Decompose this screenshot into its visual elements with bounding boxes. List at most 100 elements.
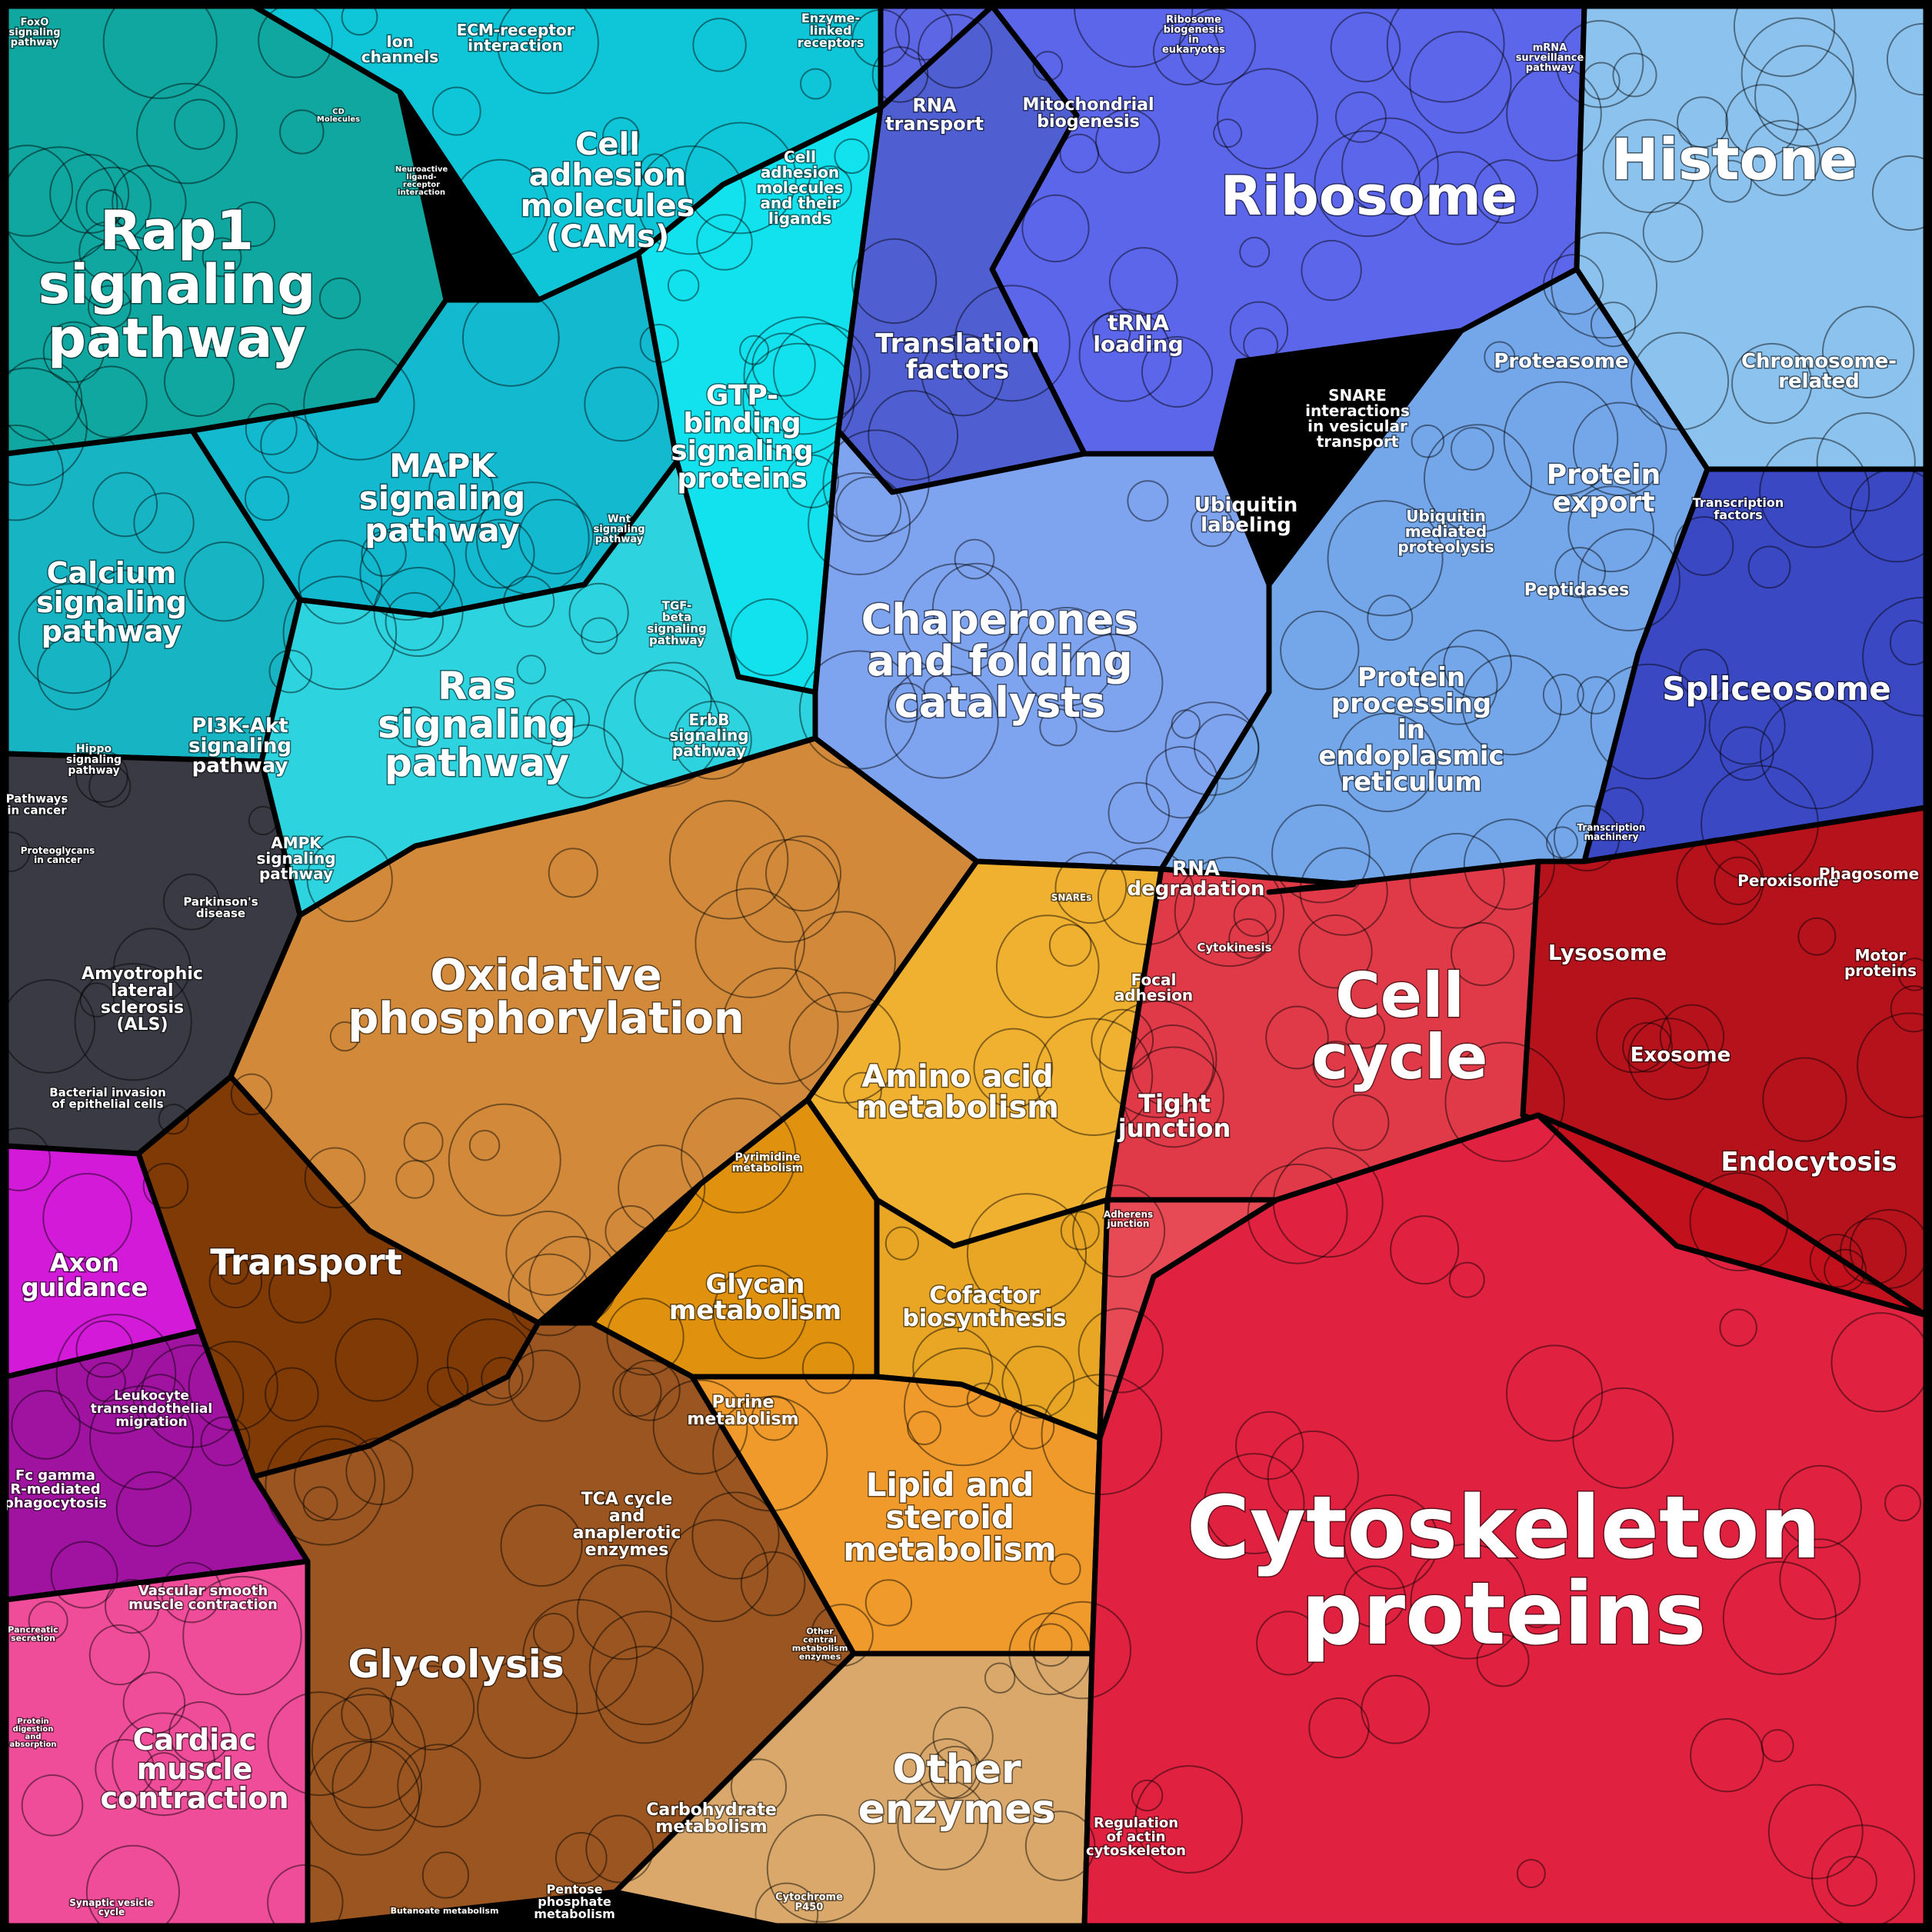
subregion-cell	[1553, 804, 1621, 872]
label-axon: Axon guidance	[22, 1248, 148, 1302]
label-leukocyte: Leukocyte transendothelial migration	[91, 1388, 212, 1430]
subregion-cell	[1809, 1234, 1864, 1288]
subregion-cell	[1028, 1623, 1073, 1667]
subregion-cell	[1410, 1543, 1527, 1660]
subregion-cell	[1008, 1612, 1092, 1696]
label-line: processing	[1331, 688, 1491, 719]
subregion-cell	[403, 1121, 444, 1162]
label-line: metabolism	[655, 1817, 767, 1837]
label-line: in vesicular	[1307, 417, 1407, 435]
subregion-cell	[1048, 924, 1092, 967]
subregion-cell	[1872, 155, 1932, 232]
subregion-cell	[136, 82, 238, 185]
label-line: TCA cycle	[581, 1490, 673, 1509]
subregion-cell	[279, 109, 325, 155]
subregion-cell	[496, 0, 599, 95]
subregion-cell	[568, 582, 629, 643]
label-line: factors	[1714, 508, 1762, 522]
label-adherens: Adherens junction	[1104, 1209, 1153, 1229]
subregion-cell	[766, 1814, 875, 1923]
label-line: metabolism	[687, 1410, 798, 1429]
subregion-cell	[0, 367, 88, 486]
label-line: related	[1778, 370, 1860, 393]
subregion-cell	[1390, 1215, 1460, 1285]
subregion-cell	[1164, 701, 1260, 796]
subregion-cell	[772, 322, 871, 421]
subregion-cell	[1824, 1248, 1867, 1292]
subregion-cell	[1890, 985, 1932, 1033]
subregion-cell	[1064, 633, 1164, 733]
label-line: absorption	[9, 1740, 56, 1749]
subregion-cell	[764, 835, 842, 912]
label-line: of actin	[1107, 1829, 1166, 1845]
subregion-cell	[1423, 424, 1533, 533]
label-line: pathway	[11, 37, 59, 48]
subregion-cell	[86, 1362, 126, 1402]
subregion-cell	[1097, 847, 1196, 946]
label-line: and	[25, 1733, 41, 1741]
label-pi3k: PI3K-Akt signaling pathway	[188, 715, 291, 778]
subregion-cell	[200, 1416, 251, 1467]
label-snare: SNARE interactions in vesicular transport	[1305, 386, 1410, 451]
label-line: Butanoate metabolism	[391, 1906, 499, 1916]
subregion-cell	[1411, 151, 1505, 245]
subregion-cell	[105, 1578, 160, 1634]
label-als: Amyotrophic lateral sclerosis (ALS)	[82, 964, 203, 1034]
subregion-cell	[394, 706, 435, 748]
label-chaperones: Chaperones and folding catalysts	[861, 595, 1139, 727]
label-line: RNA	[1172, 858, 1220, 881]
subregion-cell	[465, 518, 535, 589]
subregion-cell	[477, 1657, 578, 1760]
label-transcription-machinery: Transcription machinery	[1577, 822, 1646, 842]
subregion-cell	[89, 1385, 195, 1491]
subregion-cell	[953, 285, 1071, 402]
subregion-cell	[618, 1144, 706, 1233]
subregion-cell	[461, 289, 560, 387]
label-line: molecules	[521, 188, 695, 224]
subregion-cell	[1690, 1717, 1764, 1793]
label-cd-molecules: CD Molecules	[317, 108, 360, 124]
subregion-cell	[1127, 480, 1169, 522]
subregion-cell	[28, 1601, 68, 1641]
subregion-cell	[1505, 1344, 1604, 1442]
subregion-cell	[1840, 1217, 1907, 1285]
label-foxo: FoxO signaling pathway	[9, 17, 61, 48]
label-line: Ubiquitin	[1194, 494, 1298, 517]
subregion-cell	[76, 242, 144, 310]
subregion-cell	[1797, 917, 1837, 956]
subregion-cell	[696, 214, 753, 271]
subregion-cell	[1826, 1855, 1877, 1907]
label-line: reticulum	[1341, 767, 1481, 798]
subregion-cell	[602, 117, 640, 155]
subregion-cell	[928, 1745, 982, 1800]
label-line: enzymes	[585, 1541, 669, 1560]
subregion-cell	[1108, 781, 1171, 844]
subregion-cell	[884, 1226, 919, 1261]
label-line: interactions	[1305, 401, 1410, 420]
subregion-cell	[1590, 301, 1637, 348]
subregion-cell	[1337, 712, 1437, 813]
label-line: RNA	[912, 95, 957, 116]
label-line: Cytokinesis	[1197, 941, 1271, 954]
subregion-cell	[260, 415, 318, 474]
subregion-cell	[884, 665, 999, 779]
subregion-cell	[95, 1739, 155, 1799]
label-calcium: Calcium signaling pathway	[36, 556, 187, 648]
subregion-cell	[1555, 20, 1644, 108]
subregion-cell	[1659, 1004, 1725, 1069]
subregion-cell	[1857, 1012, 1932, 1119]
subregion-cell	[636, 145, 746, 255]
subregion-cell	[1572, 401, 1667, 497]
label-line: export	[1552, 487, 1654, 518]
label-ecm: ECM-receptor interaction	[457, 21, 575, 55]
label-line: Glycolysis	[348, 1642, 564, 1687]
label-line: and	[609, 1507, 645, 1526]
label-line: Cell	[1335, 960, 1464, 1031]
subregion-cell	[835, 476, 902, 543]
subregion-cell	[668, 800, 789, 920]
region-cytoskeleton	[1081, 1112, 1929, 1929]
subregion-cell	[665, 1519, 769, 1623]
subregion-cell	[712, 1395, 828, 1512]
subregion-cell	[595, 1645, 695, 1744]
